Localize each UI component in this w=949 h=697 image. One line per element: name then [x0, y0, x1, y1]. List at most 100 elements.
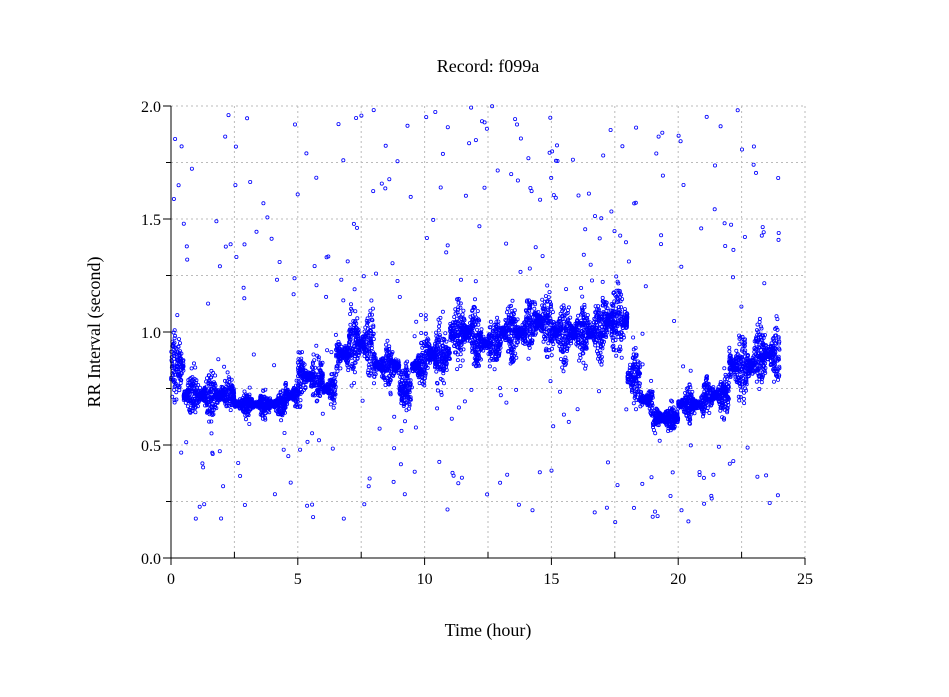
data-point: [485, 492, 490, 497]
data-point: [407, 403, 412, 408]
data-point: [472, 304, 477, 309]
data-point: [209, 411, 214, 416]
data-point: [379, 181, 384, 186]
data-point: [533, 245, 538, 250]
data-point: [452, 314, 457, 319]
data-point: [222, 364, 227, 369]
data-point: [278, 389, 283, 394]
data-point: [285, 390, 290, 395]
data-point: [634, 407, 639, 412]
data-point: [458, 324, 463, 329]
data-point: [459, 475, 464, 480]
data-point: [197, 504, 202, 509]
data-point: [303, 368, 308, 373]
data-point: [372, 374, 377, 379]
data-point: [263, 387, 268, 392]
data-point: [317, 368, 322, 373]
data-point: [176, 183, 181, 188]
data-point: [469, 105, 474, 110]
data-point: [350, 361, 355, 366]
data-point: [175, 313, 180, 318]
data-point: [472, 297, 477, 302]
data-point: [277, 259, 282, 264]
data-point: [435, 406, 440, 411]
data-point: [222, 378, 227, 383]
data-point: [204, 376, 209, 381]
data-point: [357, 342, 362, 347]
data-point: [370, 318, 375, 323]
data-point: [311, 380, 316, 385]
data-point: [263, 415, 268, 420]
data-point: [462, 322, 467, 327]
data-point: [350, 346, 355, 351]
data-point: [399, 372, 404, 377]
data-point: [191, 361, 196, 366]
data-point: [423, 313, 428, 318]
data-point: [207, 419, 212, 424]
data-point: [187, 377, 192, 382]
data-point: [620, 144, 625, 149]
data-point: [440, 344, 445, 349]
data-point: [418, 367, 423, 372]
data-point: [422, 383, 427, 388]
data-point: [189, 166, 194, 171]
data-point: [411, 363, 416, 368]
data-point: [334, 366, 339, 371]
data-point: [459, 316, 464, 321]
data-point: [262, 399, 267, 404]
data-point: [228, 395, 233, 400]
data-point: [516, 502, 521, 507]
data-point: [362, 353, 367, 358]
data-point: [407, 381, 412, 386]
data-point: [412, 334, 417, 339]
data-point: [247, 421, 252, 426]
data-point: [468, 314, 473, 319]
data-point: [403, 381, 408, 386]
data-point: [540, 254, 545, 259]
data-point: [385, 338, 390, 343]
data-point: [211, 380, 216, 385]
data-point: [336, 122, 341, 127]
data-point: [402, 419, 407, 424]
data-point: [566, 419, 571, 424]
data-point: [391, 479, 396, 484]
data-point: [307, 377, 312, 382]
data-point: [341, 158, 346, 163]
data-point: [252, 402, 257, 407]
data-point: [378, 367, 383, 372]
data-point: [174, 363, 179, 368]
data-point: [197, 385, 202, 390]
data-point: [403, 371, 408, 376]
data-point: [189, 366, 194, 371]
data-point: [458, 363, 463, 368]
data-point: [467, 141, 472, 146]
data-point: [408, 194, 413, 199]
data-point: [354, 321, 359, 326]
data-point: [449, 334, 454, 339]
data-point: [315, 387, 320, 392]
data-point: [384, 342, 389, 347]
data-point: [434, 346, 439, 351]
data-point: [345, 359, 350, 364]
data-point: [362, 502, 367, 507]
data-point: [395, 362, 400, 367]
data-point: [265, 400, 270, 405]
data-point: [504, 400, 509, 405]
data-point: [172, 398, 177, 403]
data-point: [588, 262, 593, 267]
data-point: [209, 368, 214, 373]
data-point: [481, 339, 486, 344]
data-point: [302, 377, 307, 382]
data-point: [492, 322, 497, 327]
data-point: [229, 377, 234, 382]
data-point: [364, 318, 369, 323]
data-point: [455, 307, 460, 312]
data-point: [431, 352, 436, 357]
data-point: [380, 356, 385, 361]
data-point: [181, 221, 186, 226]
data-point: [226, 375, 231, 380]
data-point: [213, 383, 218, 388]
data-point: [510, 298, 515, 303]
data-point: [371, 331, 376, 336]
data-point: [397, 294, 402, 299]
